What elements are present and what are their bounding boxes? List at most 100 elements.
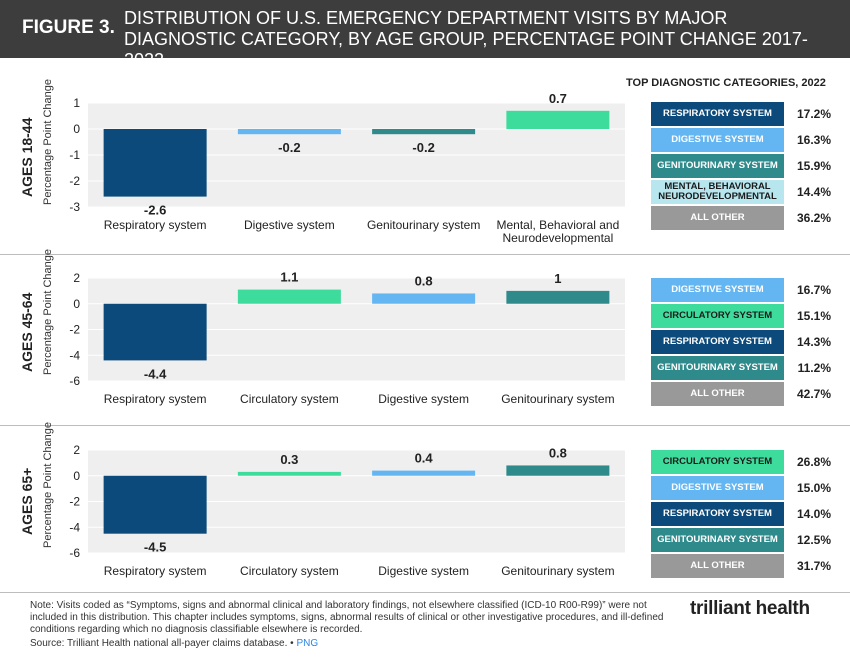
legend-item: CIRCULATORY SYSTEM 15.1%	[651, 304, 831, 328]
legend-percentage: 36.2%	[796, 211, 831, 225]
x-category-label: Circulatory system	[240, 564, 339, 578]
y-tick-label: 2	[73, 443, 80, 457]
y-tick-label: 0	[73, 297, 80, 311]
y-tick-label: 0	[73, 469, 80, 483]
legend-item: GENITOURINARY SYSTEM 11.2%	[651, 356, 831, 380]
panel-divider	[0, 425, 850, 426]
legend-item: GENITOURINARY SYSTEM 15.9%	[651, 154, 831, 178]
figure-title: DISTRIBUTION OF U.S. EMERGENCY DEPARTMEN…	[124, 8, 808, 70]
legend-item: GENITOURINARY SYSTEM 12.5%	[651, 528, 831, 552]
data-label: 0.8	[549, 445, 567, 460]
legend-item: ALL OTHER 31.7%	[651, 554, 831, 578]
data-label: -4.5	[144, 540, 166, 555]
y-tick-label: -6	[69, 546, 80, 560]
x-category-label: Mental, Behavioral and	[497, 218, 620, 232]
y-tick-label: -1	[69, 148, 80, 162]
data-label: 0.4	[415, 451, 434, 466]
legend-percentage: 15.9%	[796, 159, 831, 173]
legend-category-badge: GENITOURINARY SYSTEM	[651, 528, 784, 552]
legend-item: RESPIRATORY SYSTEM 17.2%	[651, 102, 831, 126]
data-label: 1.1	[280, 270, 298, 285]
legend-item: ALL OTHER 42.7%	[651, 382, 831, 406]
legend-percentage: 14.4%	[796, 185, 831, 199]
legend-percentage: 26.8%	[796, 455, 831, 469]
legend-item: MENTAL, BEHAVIORAL NEURODEVELOPMENTAL 14.…	[651, 180, 831, 204]
y-tick-label: 0	[73, 122, 80, 136]
legend-percentage: 16.3%	[796, 133, 831, 147]
legend-percentage: 12.5%	[796, 533, 831, 547]
data-label: -0.2	[412, 140, 434, 155]
bar-genitourinary-system	[506, 290, 610, 304]
legend-item: CIRCULATORY SYSTEM 26.8%	[651, 450, 831, 474]
x-category-label: Respiratory system	[104, 218, 207, 232]
y-tick-label: -6	[69, 374, 80, 388]
data-label: -2.6	[144, 203, 166, 218]
legend-percentage: 42.7%	[796, 387, 831, 401]
x-category-label: Digestive system	[378, 392, 469, 406]
y-tick-label: 2	[73, 271, 80, 285]
legend-percentage: 17.2%	[796, 107, 831, 121]
y-tick-label: -2	[69, 174, 80, 188]
legend-category-badge: ALL OTHER	[651, 554, 784, 578]
bar-respiratory-system	[103, 129, 207, 197]
x-category-label: Genitourinary system	[501, 564, 614, 578]
x-category-label: Genitourinary system	[367, 218, 480, 232]
data-label: -4.4	[144, 366, 167, 381]
legend-percentage: 14.0%	[796, 507, 831, 521]
data-label: -0.2	[278, 140, 300, 155]
legend-category-badge: ALL OTHER	[651, 206, 784, 230]
x-category-label: Respiratory system	[104, 392, 207, 406]
y-tick-label: -3	[69, 200, 80, 214]
legend-item: RESPIRATORY SYSTEM 14.0%	[651, 502, 831, 526]
bar-genitourinary-system	[372, 129, 476, 135]
data-label: 0.7	[549, 91, 567, 106]
x-category-label: Respiratory system	[104, 564, 207, 578]
legend-category-badge: RESPIRATORY SYSTEM	[651, 102, 784, 126]
legend-percentage: 14.3%	[796, 335, 831, 349]
y-tick-label: -4	[69, 348, 80, 362]
logo-wordmark: trilliant health	[690, 598, 810, 619]
legend-item: DIGESTIVE SYSTEM 15.0%	[651, 476, 831, 500]
bar-genitourinary-system	[506, 465, 610, 476]
bar-digestive-system	[372, 470, 476, 476]
bar-mental-behavioral-and-neurodevelopmental	[506, 110, 610, 129]
trilliant-health-logo: trilliant health	[690, 598, 810, 620]
legend-category-badge: ALL OTHER	[651, 382, 784, 406]
legend-percentage: 15.1%	[796, 309, 831, 323]
legend-item: RESPIRATORY SYSTEM 14.3%	[651, 330, 831, 354]
footnote: Note: Visits coded as “Symptoms, signs a…	[30, 600, 664, 635]
legend-category-badge: GENITOURINARY SYSTEM	[651, 356, 784, 380]
legend-category-badge: RESPIRATORY SYSTEM	[651, 330, 784, 354]
data-label: 1	[554, 271, 561, 286]
figure-header: FIGURE 3. DISTRIBUTION OF U.S. EMERGENCY…	[0, 0, 850, 70]
y-tick-label: 1	[73, 96, 80, 110]
legend-category-badge: DIGESTIVE SYSTEM	[651, 476, 784, 500]
legend-category-badge: DIGESTIVE SYSTEM	[651, 278, 784, 302]
bar-respiratory-system	[103, 475, 207, 534]
legend-category-badge: DIGESTIVE SYSTEM	[651, 128, 784, 152]
legend-title: TOP DIAGNOSTIC CATEGORIES, 2022	[626, 77, 826, 89]
legend-item: DIGESTIVE SYSTEM 16.7%	[651, 278, 831, 302]
bar-circulatory-system	[237, 471, 341, 476]
legend-category-badge: RESPIRATORY SYSTEM	[651, 502, 784, 526]
data-label: 0.3	[280, 452, 298, 467]
source-line: Source: Trilliant Health national all-pa…	[30, 638, 318, 649]
y-tick-label: -4	[69, 520, 80, 534]
legend-percentage: 11.2%	[797, 361, 831, 375]
figure-label: FIGURE 3.	[22, 17, 115, 38]
bar-digestive-system	[372, 293, 476, 304]
legend-item: ALL OTHER 36.2%	[651, 206, 831, 230]
data-label: 0.8	[415, 273, 433, 288]
y-tick-label: -2	[69, 495, 80, 509]
x-category-label: Digestive system	[378, 564, 469, 578]
legend-item: DIGESTIVE SYSTEM 16.3%	[651, 128, 831, 152]
legend-category-badge: CIRCULATORY SYSTEM	[651, 304, 784, 328]
png-download-link[interactable]: PNG	[296, 638, 319, 649]
source-text: Source: Trilliant Health national all-pa…	[30, 638, 288, 649]
bar-digestive-system	[237, 129, 341, 135]
legend-category-badge: GENITOURINARY SYSTEM	[651, 154, 784, 178]
legend-percentage: 15.0%	[796, 481, 831, 495]
x-category-label: Neurodevelopmental	[503, 231, 614, 245]
legend-category-badge: CIRCULATORY SYSTEM	[651, 450, 784, 474]
